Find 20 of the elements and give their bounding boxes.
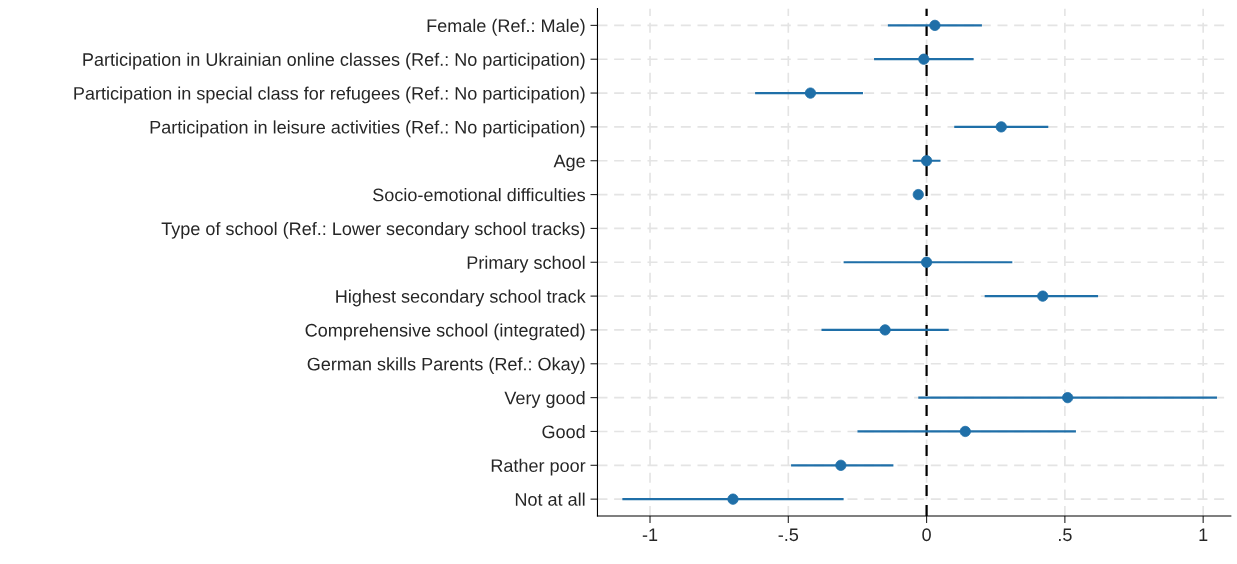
y-tick-label: Type of school (Ref.: Lower secondary school tracks) (161, 221, 585, 239)
y-tick-label: Participation in Ukrainian online classes (Ref.: No participation) (83, 52, 585, 70)
x-tick-label: -.5 (778, 528, 799, 542)
y-tick-label: Participation in leisure activities (Ref.: No participation) (150, 120, 585, 138)
y-tick-label: German skills Parents (Ref.: Okay) (307, 357, 585, 375)
y-tick-label: Female (Ref.: Male) (427, 18, 585, 36)
y-tick-label: Not at all (515, 492, 585, 506)
x-tick-label: 0 (922, 528, 931, 542)
y-tick-label: Rather poor (491, 458, 586, 476)
x-tick-label: 1 (1199, 528, 1208, 541)
y-tick-label: Primary school (467, 255, 585, 273)
y-tick-label: Participation in special class for refugees (Ref.: No participation) (74, 86, 585, 104)
y-tick-label: Very good (504, 391, 585, 408)
x-tick-label: .5 (1058, 528, 1072, 542)
y-tick-label: Socio-emotional difficulties (373, 188, 586, 202)
y-tick-label: Age (553, 154, 585, 172)
y-tick-label: Comprehensive school (integrated) (305, 323, 585, 341)
x-tick-label: -1 (642, 528, 658, 541)
y-tick-label: Highest secondary school track (336, 289, 586, 307)
y-tick-label: Good (542, 424, 585, 439)
